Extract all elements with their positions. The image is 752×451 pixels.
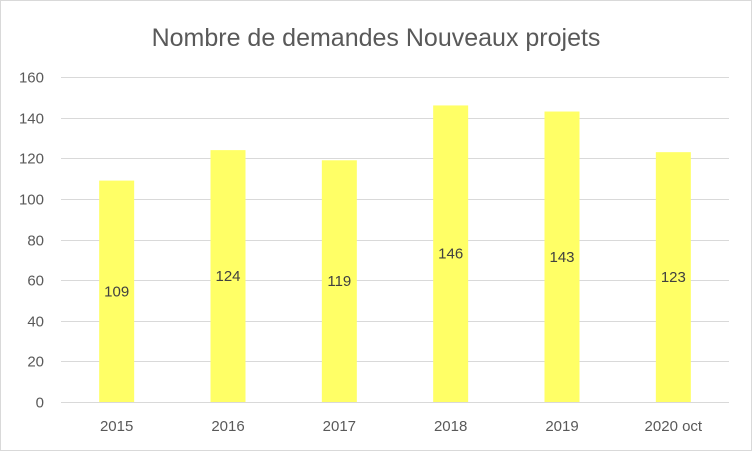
- bars: [99, 105, 691, 402]
- data-label: 146: [438, 246, 463, 263]
- x-tick-label: 2016: [211, 418, 244, 435]
- data-label: 119: [327, 273, 351, 290]
- y-tick-label: 60: [27, 273, 44, 290]
- bar: [99, 180, 135, 402]
- y-tick-label: 140: [19, 111, 44, 128]
- y-tick-label: 100: [19, 192, 44, 209]
- bar: [655, 152, 691, 402]
- chart-title: Nombre de demandes Nouveaux projets: [152, 24, 601, 52]
- data-label: 109: [104, 283, 129, 300]
- data-label: 143: [549, 249, 574, 266]
- x-tick-label: 2018: [434, 418, 467, 435]
- data-label: 124: [215, 268, 240, 285]
- data-labels: 109 124 119 146 143 123: [104, 246, 686, 301]
- x-axis-ticks: 2015 2016 2017 2018 2019 2020 oct: [100, 418, 703, 435]
- y-tick-label: 160: [19, 70, 44, 87]
- bar: [544, 111, 580, 402]
- x-tick-label: 2017: [323, 418, 356, 435]
- y-tick-label: 20: [27, 354, 44, 371]
- y-tick-label: 40: [27, 314, 44, 331]
- x-tick-label: 2020 oct: [645, 418, 703, 435]
- y-axis-ticks: 0 20 40 60 80 100 120 140 160: [19, 70, 44, 412]
- data-label: 123: [661, 269, 686, 286]
- gridlines: [61, 77, 729, 403]
- x-tick-label: 2015: [100, 418, 133, 435]
- x-tick-label: 2019: [545, 418, 578, 435]
- bar: [433, 105, 469, 402]
- y-tick-label: 0: [36, 395, 44, 412]
- y-tick-label: 120: [19, 151, 44, 168]
- bar: [210, 150, 246, 402]
- y-tick-label: 80: [27, 233, 44, 250]
- bar: [321, 160, 357, 402]
